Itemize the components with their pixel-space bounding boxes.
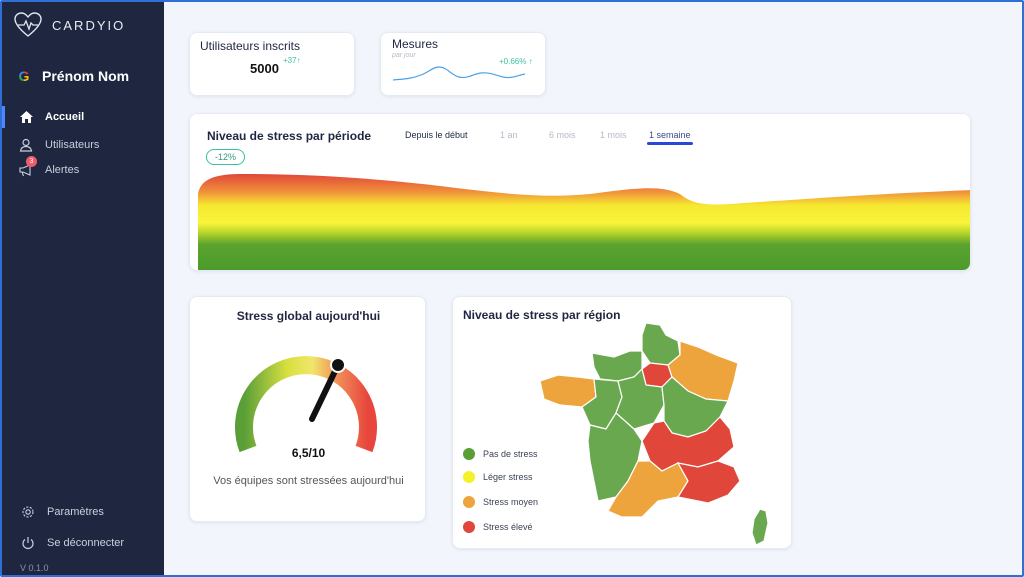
region-hauts-de-france[interactable] xyxy=(641,322,681,366)
tab-1-semaine[interactable]: 1 semaine xyxy=(647,130,693,145)
power-icon xyxy=(20,535,36,551)
stress-area-chart xyxy=(198,174,970,270)
legend-dot-red xyxy=(463,521,475,533)
card-subtitle: par jour xyxy=(392,52,416,59)
google-icon: G xyxy=(16,68,32,84)
users-delta: +37↑ xyxy=(283,56,301,65)
france-region-map xyxy=(539,322,769,546)
card-title: Utilisateurs inscrits xyxy=(200,39,301,53)
card-title: Niveau de stress par région xyxy=(463,308,621,322)
app-version: V 0.1.0 xyxy=(20,563,49,573)
tab-depuis-le-debut[interactable]: Depuis le début xyxy=(405,130,468,140)
legend-item: Pas de stress xyxy=(463,448,538,460)
region-stress-card: Niveau de stress par région xyxy=(452,296,792,549)
tab-1-mois[interactable]: 1 mois xyxy=(600,130,627,140)
alert-count-badge: 3 xyxy=(26,156,37,167)
nav-item-utilisateurs[interactable]: Utilisateurs xyxy=(2,134,164,156)
stress-change-badge: -12% xyxy=(206,149,246,165)
legend-item: Léger stress xyxy=(463,471,533,483)
tab-1-an[interactable]: 1 an xyxy=(500,130,518,140)
region-corse[interactable] xyxy=(751,508,769,546)
tab-6-mois[interactable]: 6 mois xyxy=(549,130,576,140)
global-stress-card: Stress global aujourd'hui 6,5/10 Vos équ… xyxy=(189,296,426,522)
logo[interactable]: CARDYIO xyxy=(14,12,125,38)
gear-icon xyxy=(20,504,36,520)
legend-label: Stress élevé xyxy=(483,522,533,532)
legend-item: Stress élevé xyxy=(463,521,533,533)
nav-item-alertes[interactable]: 3 Alertes xyxy=(2,156,164,181)
heart-pulse-icon xyxy=(14,12,42,37)
users-count: 5000 xyxy=(250,61,279,76)
legend-label: Pas de stress xyxy=(483,449,538,459)
nav-item-label: Paramètres xyxy=(47,506,104,518)
legend-dot-green xyxy=(463,448,475,460)
stress-period-card: Niveau de stress par période Depuis le d… xyxy=(189,113,971,271)
user-icon xyxy=(18,137,34,153)
users-stat-card: Utilisateurs inscrits 5000 +37↑ xyxy=(189,32,355,96)
region-provence-alpes-cote-azur[interactable] xyxy=(676,460,741,504)
card-title: Mesures xyxy=(392,37,439,51)
measures-delta: +0.66% ↑ xyxy=(499,57,533,66)
region-bretagne[interactable] xyxy=(539,374,597,408)
nav-item-label: Se déconnecter xyxy=(47,537,125,549)
legend-label: Léger stress xyxy=(483,472,533,482)
sidebar: CARDYIO G Prénom Nom Accueil Utilisateur… xyxy=(2,2,164,575)
card-title: Stress global aujourd'hui xyxy=(236,309,381,323)
home-icon xyxy=(18,109,34,125)
nav-item-parametres[interactable]: Paramètres xyxy=(2,501,164,523)
gauge-arc xyxy=(235,356,377,453)
legend-dot-yellow xyxy=(463,471,475,483)
nav-item-label: Utilisateurs xyxy=(45,139,100,151)
gauge-needle-tip xyxy=(330,357,346,373)
stress-score: 6,5/10 xyxy=(291,446,326,460)
gauge-needle xyxy=(309,364,340,422)
legend-item: Stress moyen xyxy=(463,496,538,508)
nav-item-logout[interactable]: Se déconnecter xyxy=(2,532,164,554)
app-name: CARDYIO xyxy=(52,17,126,33)
stress-gauge xyxy=(235,356,377,453)
legend-dot-orange xyxy=(463,496,475,508)
stress-area xyxy=(198,174,970,270)
stress-message: Vos équipes sont stressées aujourd'hui xyxy=(213,475,404,487)
user-name: Prénom Nom xyxy=(42,68,130,84)
measures-sparkline xyxy=(393,66,526,81)
nav-item-accueil[interactable]: Accueil xyxy=(2,106,164,128)
user-profile[interactable]: G Prénom Nom xyxy=(16,68,130,84)
nav-item-label: Alertes xyxy=(45,164,80,176)
card-title: Niveau de stress par période xyxy=(207,129,372,143)
nav-item-label: Accueil xyxy=(45,111,85,123)
megaphone-icon: 3 xyxy=(18,156,37,178)
measures-stat-card: Mesures par jour +0.66% ↑ xyxy=(380,32,546,96)
legend-label: Stress moyen xyxy=(483,497,539,507)
